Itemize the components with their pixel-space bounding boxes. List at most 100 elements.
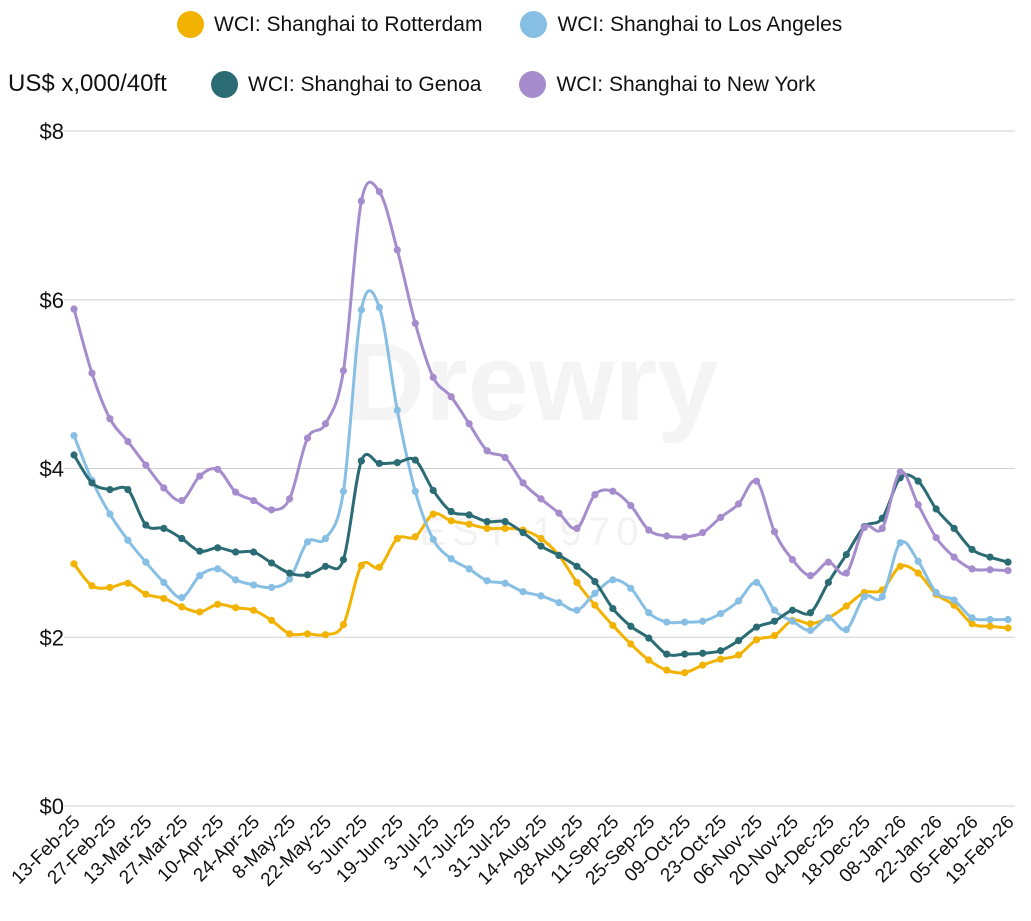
series-point-0 (663, 666, 671, 674)
series-point-2 (483, 518, 491, 526)
series-point-0 (645, 656, 653, 664)
series-point-2 (411, 456, 419, 464)
series-point-3 (519, 479, 527, 487)
series-point-0 (447, 517, 455, 525)
series-point-1 (447, 555, 455, 563)
series-point-3 (573, 524, 581, 533)
legend-label-los-angeles: WCI: Shanghai to Los Angeles (557, 12, 843, 36)
series-point-1 (160, 578, 168, 587)
series-point-2 (303, 571, 312, 579)
series-point-1 (932, 588, 940, 597)
series-point-2 (717, 647, 725, 655)
series-point-1 (178, 593, 186, 602)
series-point-0 (968, 620, 976, 628)
series-point-0 (986, 622, 994, 630)
series-point-3 (70, 305, 78, 313)
series-point-1 (214, 565, 222, 573)
series-point-1 (824, 614, 832, 622)
series-point-2 (609, 604, 617, 613)
series-point-3 (267, 506, 276, 514)
series-point-2 (232, 548, 240, 556)
series-point-1 (267, 583, 276, 592)
series-point-3 (465, 420, 473, 428)
series-point-2 (196, 547, 204, 555)
legend-entry-genoa: WCI: Shanghai to Genoa (211, 71, 481, 98)
series-point-2 (393, 458, 401, 467)
series-point-3 (178, 496, 186, 505)
series-point-2 (214, 544, 222, 552)
series-point-1 (357, 306, 365, 314)
series-point-0 (124, 579, 132, 587)
series-point-0 (321, 631, 330, 639)
series-point-2 (950, 524, 958, 533)
series-point-3 (88, 369, 96, 377)
series-point-3 (393, 246, 401, 254)
legend-label-rotterdam: WCI: Shanghai to Rotterdam (214, 12, 483, 36)
series-point-1 (555, 599, 563, 607)
series-point-2 (1004, 558, 1012, 566)
series-line-2 (72, 452, 1009, 657)
series-point-0 (770, 631, 779, 640)
series-point-3 (860, 523, 868, 532)
series-point-2 (968, 545, 976, 554)
series-point-3 (806, 572, 815, 580)
series-point-2 (519, 529, 527, 537)
series-point-2 (267, 559, 276, 567)
series-point-1 (663, 618, 671, 626)
series-point-1 (770, 606, 779, 614)
y-axis-unit-label: US$ x,000/40ft (8, 70, 167, 97)
series-point-2 (645, 634, 653, 642)
series-point-0 (250, 606, 258, 614)
series-point-0 (393, 534, 401, 543)
series-point-1 (250, 581, 258, 589)
series-point-0 (1004, 624, 1012, 632)
series-point-1 (375, 303, 383, 311)
series-point-0 (537, 534, 545, 543)
series-point-3 (214, 465, 222, 473)
series-point-0 (699, 661, 707, 669)
series-point-2 (178, 534, 186, 543)
series-point-0 (806, 620, 815, 628)
series-point-2 (250, 548, 258, 556)
series-point-3 (285, 495, 294, 503)
y-tick-label: $4 (40, 457, 64, 482)
series-point-0 (160, 594, 168, 603)
series-point-1 (537, 592, 545, 600)
series-point-0 (142, 590, 150, 598)
series-point-1 (285, 575, 294, 583)
series-point-1 (878, 593, 886, 601)
series-point-1 (70, 431, 78, 440)
series-point-3 (160, 484, 168, 492)
series-point-1 (842, 626, 850, 634)
series-point-0 (573, 578, 581, 587)
series-point-1 (788, 617, 797, 625)
series-point-3 (124, 437, 132, 446)
series-point-3 (591, 491, 599, 499)
series-point-0 (842, 602, 850, 610)
series-point-1 (950, 596, 958, 604)
legend-label-new-york: WCI: Shanghai to New York (556, 72, 816, 96)
series-point-1 (142, 558, 150, 566)
series-point-3 (752, 477, 761, 485)
series-point-1 (734, 597, 743, 605)
series-point-0 (591, 601, 599, 609)
series-point-3 (717, 513, 725, 522)
series-point-0 (375, 563, 383, 571)
series-point-2 (124, 485, 132, 494)
series-point-2 (663, 650, 671, 658)
series-point-0 (214, 600, 222, 608)
series-point-0 (717, 655, 725, 663)
series-point-0 (914, 569, 922, 577)
y-tick-label: $6 (40, 288, 64, 313)
series-point-2 (806, 609, 815, 617)
series-point-1 (483, 577, 491, 585)
series-point-2 (824, 578, 832, 587)
series-point-0 (627, 640, 635, 648)
series-point-2 (627, 622, 635, 630)
series-point-3 (339, 367, 348, 375)
series-point-0 (734, 651, 743, 659)
series-point-1 (339, 487, 348, 495)
y-tick-label: $0 (40, 794, 64, 819)
series-point-1 (501, 579, 509, 587)
series-point-1 (806, 626, 815, 635)
